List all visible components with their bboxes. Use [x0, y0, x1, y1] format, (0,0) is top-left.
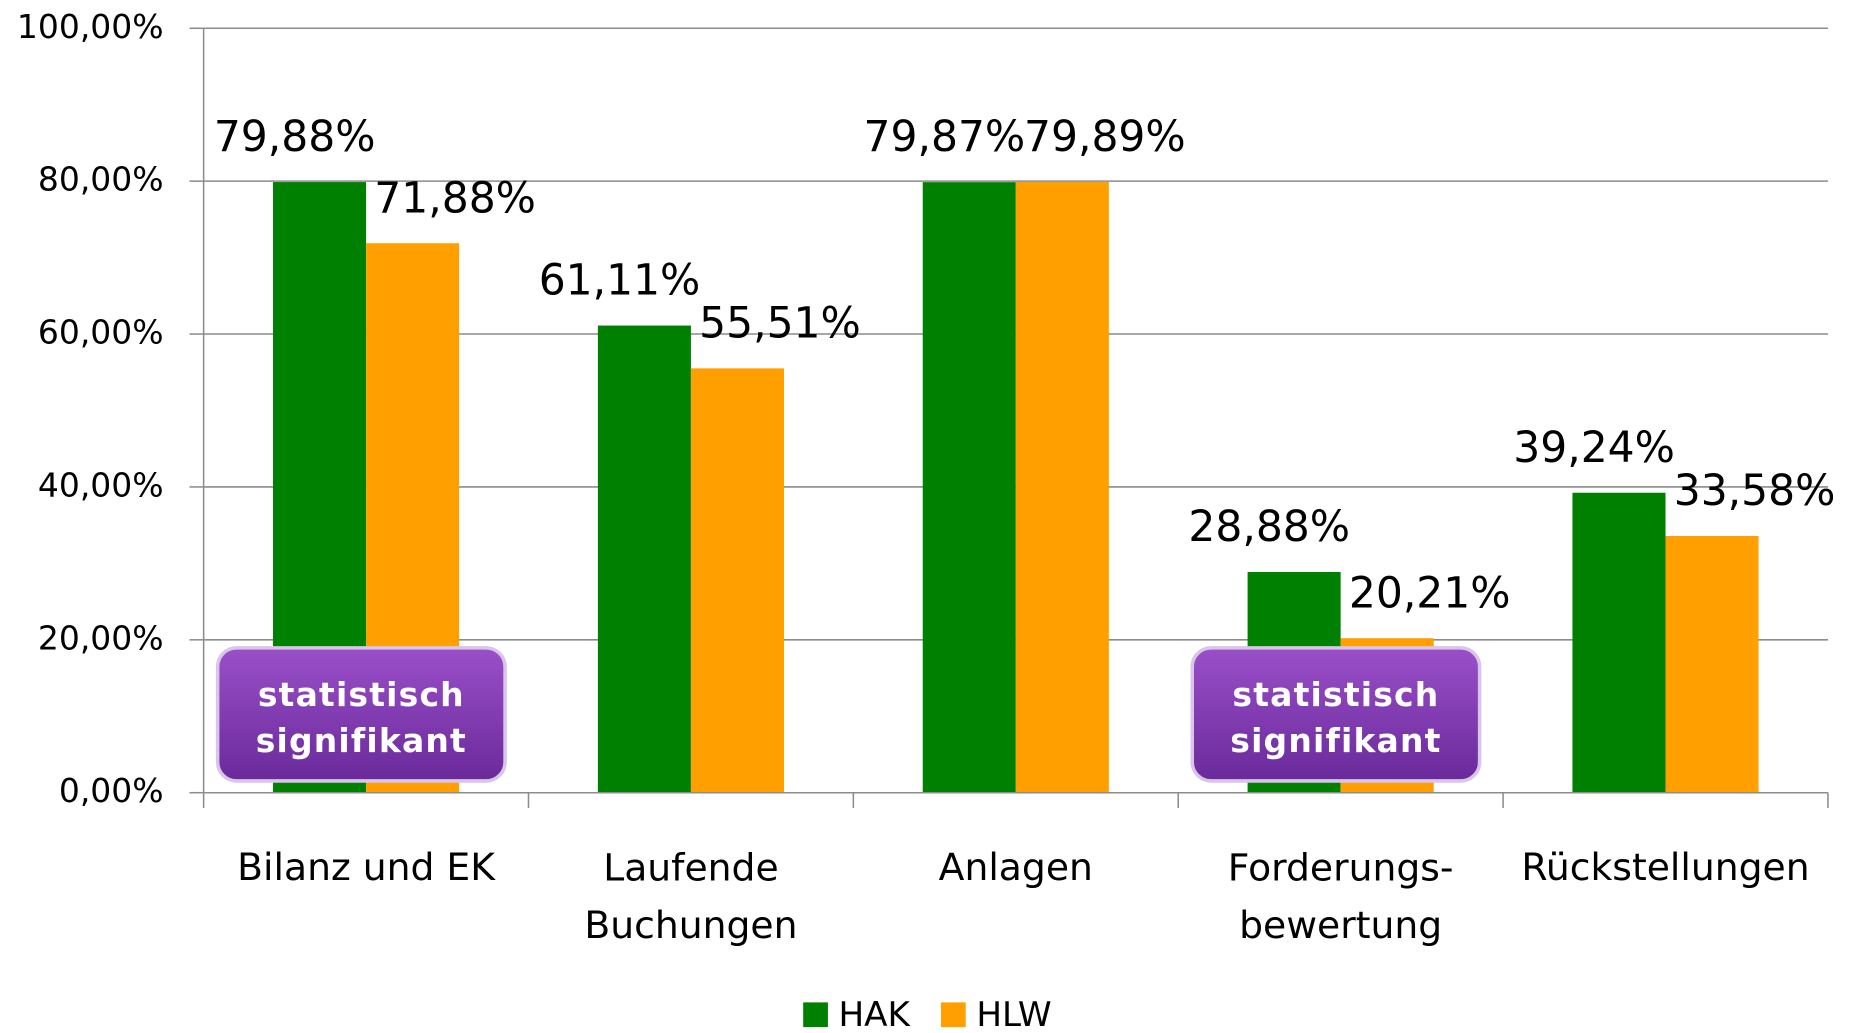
- legend-label: HAK: [839, 995, 912, 1033]
- x-tick-label: Forderungs-bewertung: [1228, 845, 1454, 947]
- y-tick-label: 80,00%: [38, 160, 164, 199]
- x-tick-label: Rückstellungen: [1521, 845, 1809, 889]
- value-label: 79,87%: [864, 112, 1026, 161]
- annotation-box: statistisch signifikant: [1190, 646, 1482, 783]
- y-tick-label: 20,00%: [38, 618, 164, 657]
- value-label: 61,11%: [539, 256, 701, 305]
- annotation-box: statistisch signifikant: [215, 646, 507, 783]
- legend-swatch: [940, 1002, 966, 1028]
- bar: [597, 325, 691, 793]
- value-label: 55,51%: [699, 298, 861, 347]
- value-label: 28,88%: [1188, 502, 1350, 551]
- bar: [1572, 492, 1666, 793]
- x-tick-label: Anlagen: [939, 845, 1093, 889]
- legend-label: HLW: [976, 995, 1051, 1033]
- value-label: 39,24%: [1513, 423, 1675, 472]
- value-label: 33,58%: [1674, 466, 1836, 515]
- value-label: 79,88%: [214, 112, 376, 161]
- annotation-bg: [215, 646, 507, 783]
- x-tick-label: Laufende Buchungen: [584, 845, 797, 947]
- y-tick-label: 100,00%: [17, 7, 164, 46]
- x-tick-label: Bilanz und EK: [237, 845, 496, 889]
- bar: [1665, 536, 1759, 793]
- bar: [922, 182, 1016, 793]
- bar: [1015, 181, 1109, 793]
- value-label: 79,89%: [1024, 112, 1186, 161]
- y-tick-label: 40,00%: [38, 465, 164, 504]
- y-tick-label: 0,00%: [59, 771, 164, 810]
- annotation-text: statistisch signifikant: [1230, 675, 1441, 760]
- legend-swatch: [803, 1002, 828, 1028]
- bar: [690, 368, 784, 793]
- value-label: 71,88%: [374, 173, 536, 222]
- y-tick-label: 60,00%: [38, 313, 164, 352]
- annotation-text: statistisch signifikant: [256, 675, 467, 760]
- value-label: 20,21%: [1349, 568, 1511, 617]
- annotation-bg: [1190, 646, 1482, 783]
